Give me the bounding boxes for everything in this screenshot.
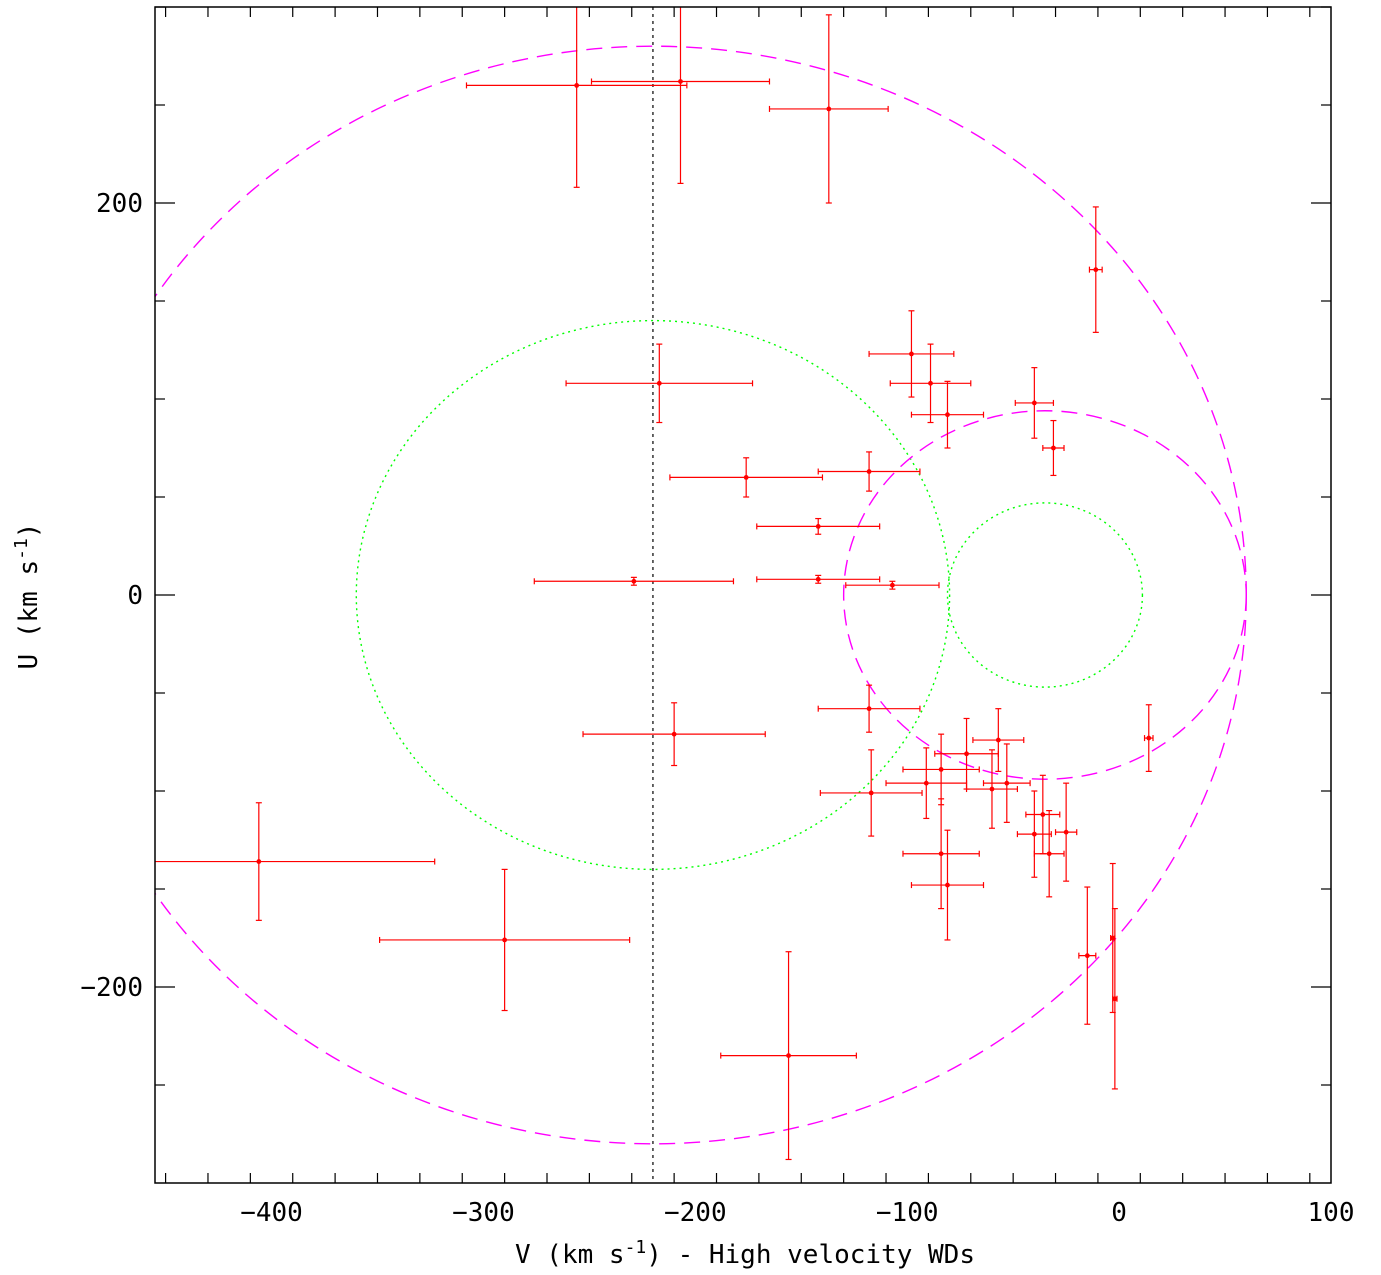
point-marker xyxy=(923,780,929,786)
point-marker xyxy=(256,859,262,864)
data-point-36 xyxy=(1143,704,1154,773)
data-point-12 xyxy=(756,517,881,535)
x-tick-label: −200 xyxy=(664,1198,727,1228)
data-point-1 xyxy=(590,7,771,184)
data-point-3 xyxy=(1088,206,1103,333)
data-point-33 xyxy=(1078,886,1097,1025)
data-point-6 xyxy=(910,380,985,449)
point-marker xyxy=(502,937,508,943)
data-point-16 xyxy=(817,684,921,733)
data-point-27 xyxy=(1016,790,1052,878)
data-point-18 xyxy=(972,708,1025,773)
point-marker xyxy=(989,786,995,792)
point-marker xyxy=(995,737,1001,743)
y-tick-label: 200 xyxy=(96,189,143,219)
data-point-35 xyxy=(1111,907,1118,1090)
y-tick-label: −200 xyxy=(80,973,143,1003)
point-marker xyxy=(1040,812,1046,817)
data-point-31 xyxy=(155,802,436,921)
point-marker xyxy=(1051,445,1056,451)
x-tick-label: 100 xyxy=(1308,1198,1355,1228)
point-marker xyxy=(909,351,914,357)
point-marker xyxy=(945,882,950,888)
contour-layer xyxy=(155,45,1247,1145)
point-marker xyxy=(1031,400,1037,406)
data-point-23 xyxy=(965,749,1019,829)
data-point-19 xyxy=(934,717,999,790)
data-point-9 xyxy=(565,343,754,424)
y-axis-title: U (km s-1) xyxy=(11,523,44,670)
data-point-8 xyxy=(1042,419,1065,477)
point-marker xyxy=(671,731,677,737)
x-tick-label: −400 xyxy=(240,1198,303,1228)
point-marker xyxy=(743,475,749,480)
data-point-4 xyxy=(868,310,955,398)
data-point-2 xyxy=(768,14,889,204)
x-tick-label: −300 xyxy=(452,1198,515,1228)
tick-labels: −400 −300 −200 −100 0 100 −200 0 200 xyxy=(80,189,1354,1228)
data-point-21 xyxy=(902,733,980,806)
point-marker xyxy=(866,469,872,474)
axis-ticks xyxy=(155,6,1331,1183)
point-marker xyxy=(631,578,637,584)
data-point-22 xyxy=(885,747,968,820)
y-tick-label: 0 xyxy=(127,581,143,611)
data-point-37 xyxy=(720,951,857,1161)
data-point-28 xyxy=(1033,809,1065,898)
data-point-0 xyxy=(465,7,688,188)
data-point-30 xyxy=(910,829,985,941)
point-marker xyxy=(656,380,662,386)
point-marker xyxy=(1084,953,1090,959)
point-marker xyxy=(574,83,580,88)
point-marker xyxy=(1046,851,1052,857)
point-marker xyxy=(938,851,944,857)
point-marker xyxy=(866,706,872,712)
contour-1 xyxy=(355,319,951,871)
x-tick-label: 0 xyxy=(1111,1198,1127,1228)
data-points-layer xyxy=(155,7,1154,1161)
point-marker xyxy=(1093,267,1099,273)
point-marker xyxy=(678,79,683,84)
data-point-25 xyxy=(1025,774,1061,855)
data-point-5 xyxy=(889,343,972,424)
data-point-26 xyxy=(1054,782,1078,882)
point-marker xyxy=(945,412,950,418)
data-point-32 xyxy=(379,868,631,1012)
point-marker xyxy=(1110,935,1116,941)
data-point-11 xyxy=(817,451,921,492)
point-marker xyxy=(868,790,874,796)
data-point-13 xyxy=(533,576,735,586)
point-marker xyxy=(786,1053,791,1058)
point-marker xyxy=(964,751,969,757)
data-point-15 xyxy=(845,580,940,590)
data-point-10 xyxy=(669,457,824,498)
contour-2 xyxy=(842,410,1247,780)
point-marker xyxy=(1004,780,1010,786)
point-marker xyxy=(815,524,821,529)
point-marker xyxy=(889,582,895,588)
point-marker xyxy=(928,380,933,386)
x-axis-title: V (km s-1) - High velocity WDs xyxy=(515,1237,975,1270)
point-marker xyxy=(1112,996,1118,1002)
x-tick-label: −100 xyxy=(876,1198,939,1228)
contour-3 xyxy=(946,502,1144,688)
point-marker xyxy=(1031,831,1037,837)
data-point-7 xyxy=(1014,367,1055,439)
data-point-29 xyxy=(902,798,980,910)
data-point-14 xyxy=(756,574,881,584)
data-point-17 xyxy=(582,702,766,767)
point-marker xyxy=(815,576,821,582)
data-point-24 xyxy=(819,749,923,837)
point-marker xyxy=(1146,735,1152,741)
plot-frame xyxy=(154,6,1332,1184)
point-marker xyxy=(1063,829,1069,835)
point-marker xyxy=(938,767,944,772)
data-point-20 xyxy=(982,743,1031,823)
point-marker xyxy=(826,106,832,112)
